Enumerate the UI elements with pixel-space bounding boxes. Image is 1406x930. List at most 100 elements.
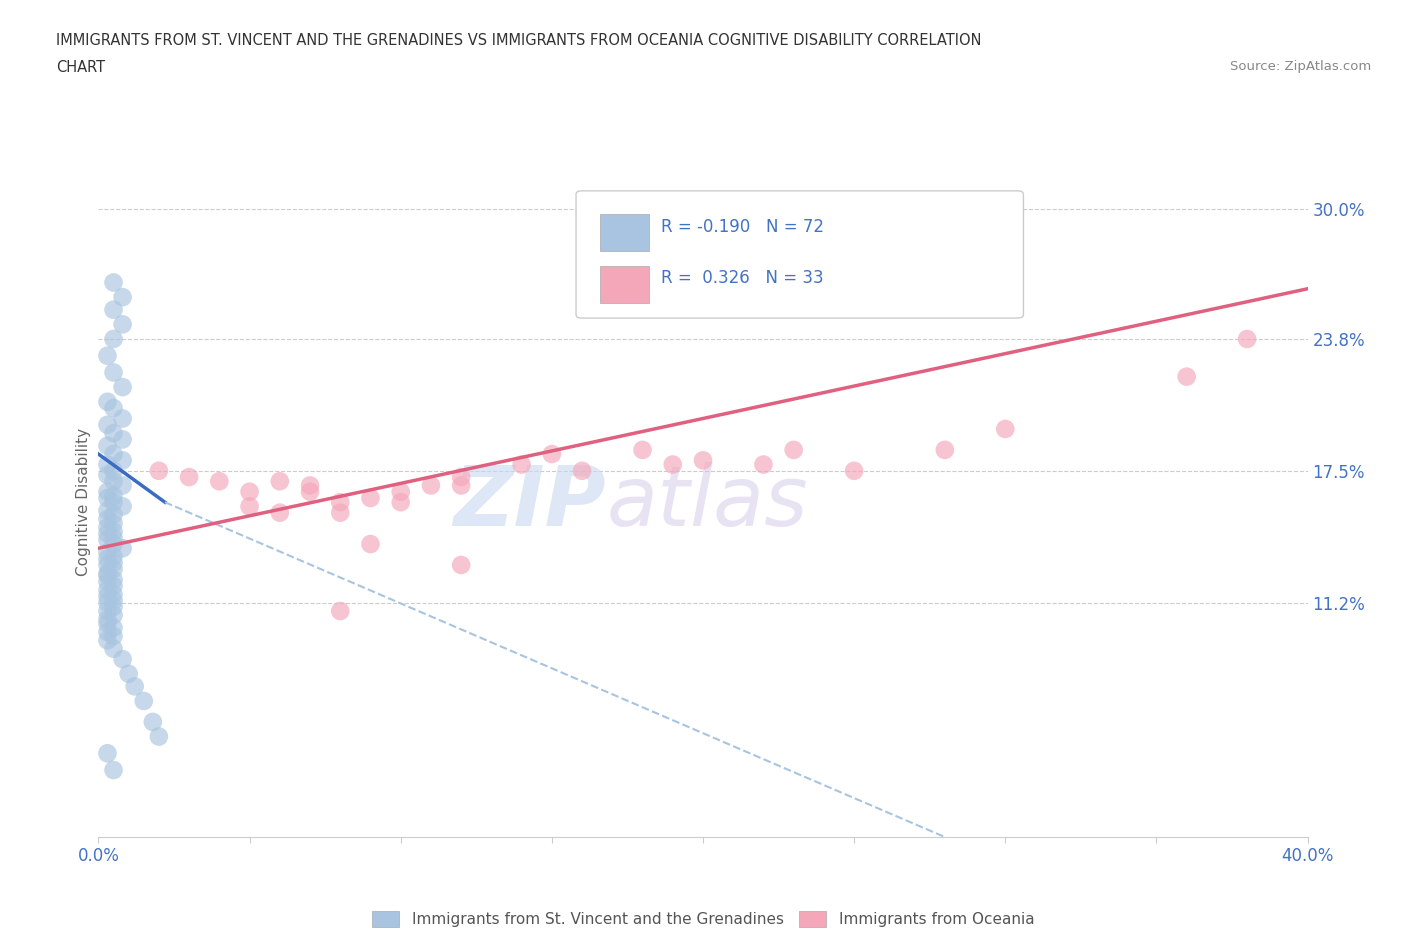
Point [96, 485, 118, 499]
Point [111, 411, 134, 426]
Point [96, 394, 118, 409]
Point [103, 549, 125, 564]
Point [103, 495, 125, 510]
Point [329, 604, 352, 618]
Point [148, 463, 170, 478]
Point [96, 438, 118, 453]
Point [239, 485, 262, 499]
Text: IMMIGRANTS FROM ST. VINCENT AND THE GRENADINES VS IMMIGRANTS FROM OCEANIA COGNIT: IMMIGRANTS FROM ST. VINCENT AND THE GREN… [56, 33, 981, 47]
Point [103, 446, 125, 461]
Text: atlas: atlas [606, 461, 808, 543]
Point [239, 499, 262, 514]
Point [783, 443, 806, 458]
Text: Source: ZipAtlas.com: Source: ZipAtlas.com [1230, 60, 1371, 73]
Point [103, 562, 125, 577]
Point [662, 458, 685, 472]
Point [420, 478, 443, 493]
Point [269, 474, 291, 489]
Point [510, 458, 533, 472]
Point [111, 499, 134, 514]
Point [96, 595, 118, 610]
Point [96, 589, 118, 604]
Point [111, 290, 134, 305]
Point [96, 617, 118, 631]
Point [103, 275, 125, 290]
Point [179, 470, 201, 485]
Point [96, 568, 118, 583]
Point [103, 593, 125, 608]
Point [103, 365, 125, 380]
Point [389, 495, 412, 510]
Point [692, 453, 714, 468]
Point [142, 714, 165, 729]
Point [96, 551, 118, 566]
Point [132, 694, 155, 709]
Point [389, 485, 412, 499]
Y-axis label: Cognitive Disability: Cognitive Disability [76, 428, 91, 577]
Point [103, 488, 125, 503]
Point [450, 558, 472, 573]
Point [96, 565, 118, 580]
Point [450, 470, 472, 485]
Legend: Immigrants from St. Vincent and the Grenadines, Immigrants from Oceania: Immigrants from St. Vincent and the Gren… [366, 905, 1040, 930]
Point [103, 629, 125, 644]
Point [103, 572, 125, 587]
Point [111, 652, 134, 667]
Point [103, 642, 125, 657]
Point [103, 332, 125, 347]
Point [96, 612, 118, 627]
Point [329, 505, 352, 520]
Point [208, 474, 231, 489]
Point [103, 426, 125, 441]
Point [299, 478, 322, 493]
FancyBboxPatch shape [600, 266, 648, 302]
Point [96, 458, 118, 472]
Point [299, 485, 322, 499]
Point [96, 503, 118, 518]
Point [111, 432, 134, 447]
Point [124, 679, 146, 694]
Point [103, 763, 125, 777]
Point [103, 525, 125, 539]
Point [96, 418, 118, 432]
Point [752, 458, 775, 472]
Point [96, 545, 118, 560]
Point [103, 474, 125, 489]
Point [103, 600, 125, 615]
Point [96, 512, 118, 526]
Point [96, 746, 118, 761]
Point [103, 555, 125, 570]
Point [103, 508, 125, 523]
Point [111, 541, 134, 556]
Point [148, 729, 170, 744]
Point [631, 443, 654, 458]
Point [96, 558, 118, 573]
Point [1175, 369, 1198, 384]
Point [111, 453, 134, 468]
Point [96, 625, 118, 640]
Point [96, 533, 118, 548]
Text: R =  0.326   N = 33: R = 0.326 N = 33 [661, 269, 824, 287]
FancyBboxPatch shape [600, 214, 648, 251]
Point [96, 468, 118, 483]
Point [103, 578, 125, 593]
Point [450, 478, 472, 493]
Point [360, 491, 382, 506]
Point [360, 537, 382, 551]
Point [1236, 332, 1258, 347]
Text: CHART: CHART [56, 60, 105, 75]
Text: ZIP: ZIP [454, 461, 606, 543]
Point [571, 463, 593, 478]
Point [103, 608, 125, 623]
Text: R = -0.190   N = 72: R = -0.190 N = 72 [661, 218, 824, 235]
Point [103, 620, 125, 635]
Point [111, 379, 134, 394]
Point [269, 505, 291, 520]
Point [118, 667, 141, 682]
Point [103, 302, 125, 317]
Point [96, 349, 118, 364]
Point [96, 526, 118, 541]
Point [103, 463, 125, 478]
FancyBboxPatch shape [576, 191, 1024, 318]
Point [103, 537, 125, 551]
